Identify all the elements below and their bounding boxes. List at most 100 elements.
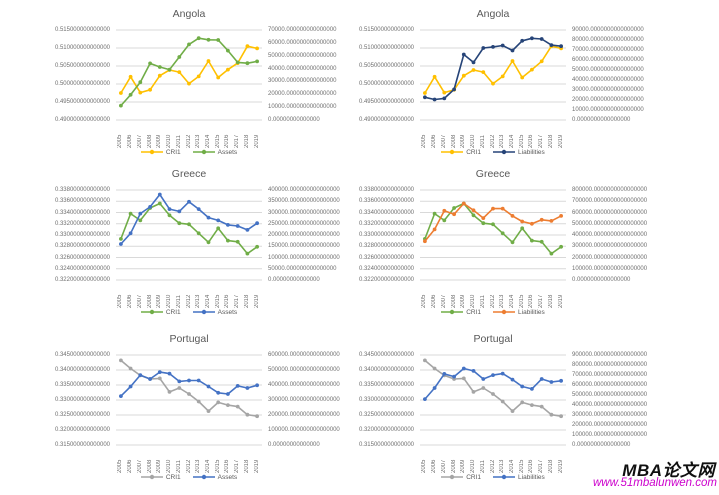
x-axis-tick-label: 2008 [450, 459, 457, 473]
data-point-marker [461, 52, 466, 57]
legend-item-cri1: CRI1 [140, 473, 181, 481]
chart-portugal-liabilities: Portugal 0.345000000000000 0.3400000000000… [312, 333, 662, 487]
data-point-marker [530, 36, 534, 41]
x-axis-tick-label: 2015 [518, 459, 525, 473]
data-point-marker [500, 231, 505, 236]
x-axis-tick-label: 2013 [195, 459, 202, 473]
data-point-marker [167, 207, 172, 211]
right-axis-tick-label: 150000.000000000000000 [268, 243, 340, 250]
plot-area [420, 29, 566, 121]
data-point-marker [235, 384, 240, 388]
chart-title: Portugal [473, 333, 513, 345]
right-axis-tick-label: 0.00000000000000 [268, 277, 320, 283]
data-point-marker [510, 214, 515, 218]
left-axis-tick-label: 0.515000000000000 [358, 27, 414, 33]
data-point-marker [452, 212, 456, 217]
data-point-marker [235, 239, 240, 244]
data-point-marker [138, 373, 143, 377]
x-axis-tick-label: 2019 [557, 294, 564, 308]
data-point-marker [255, 414, 259, 419]
data-point-marker [559, 378, 563, 383]
x-axis-tick-label: 2012 [185, 134, 192, 148]
data-point-marker [559, 44, 563, 49]
x-axis-tick-label: 2009 [156, 134, 163, 148]
data-point-marker [177, 55, 182, 59]
right-axis-tick-label: 400000.0000000000000000 [572, 232, 648, 238]
data-point-marker [119, 358, 123, 363]
chart-legend: CRI1 Liabilities [418, 473, 568, 481]
x-axis-tick-label: 2008 [450, 134, 457, 148]
legend-item-cri1: CRI1 [140, 148, 181, 156]
x-axis-tick-label: 2005 [117, 459, 124, 473]
chart-legend: CRI1 Assets [114, 473, 264, 481]
left-axis-tick-label: 0.315000000000000 [358, 442, 414, 448]
left-axis-tick-label: 0.515000000000000 [54, 27, 110, 33]
x-axis-tick-label: 2018 [547, 294, 554, 308]
x-axis-tick-label: 2010 [470, 134, 477, 148]
data-point-marker [461, 366, 466, 371]
data-point-marker [148, 205, 153, 209]
data-point-marker [530, 67, 534, 72]
x-axis-tick-label: 2019 [253, 294, 260, 308]
left-axis-tick-label: 0.330000000000000 [358, 232, 414, 238]
legend-label: Assets [217, 473, 238, 481]
x-axis-tick-label: 2009 [460, 459, 467, 473]
x-axis-tick-label: 2015 [518, 134, 525, 148]
x-axis-tick-label: 2007 [440, 459, 447, 473]
x-axis-tick-label: 2016 [528, 459, 535, 473]
series-line-cri1 [424, 45, 562, 94]
x-axis-tick-label: 2013 [499, 294, 506, 308]
data-point-marker [157, 73, 162, 78]
x-axis-tick-label: 2013 [499, 459, 506, 473]
data-point-marker [148, 87, 153, 92]
plot-area [116, 189, 262, 281]
right-axis-tick-label: 600000.0000000000000000 [572, 382, 648, 388]
x-axis-tick-label: 2014 [508, 459, 515, 473]
legend-item-cri1: CRI1 [140, 308, 181, 316]
data-point-marker [187, 222, 191, 227]
x-axis-tick-label: 2005 [117, 134, 124, 148]
x-axis-tick-label: 2019 [557, 134, 564, 148]
left-axis-tick-label: 0.330000000000000 [358, 397, 414, 403]
x-axis-tick-label: 2011 [479, 295, 486, 308]
left-axis-tick-label: 0.336000000000000 [54, 198, 110, 205]
left-axis-tick-label: 0.326000000000000 [358, 254, 414, 261]
data-point-marker [206, 409, 211, 413]
data-point-marker [187, 81, 191, 86]
data-point-marker [206, 240, 211, 245]
x-axis-tick-label: 2008 [146, 294, 153, 308]
data-point-marker [491, 206, 495, 211]
data-point-marker [539, 59, 544, 64]
data-point-marker [119, 103, 123, 108]
x-axis-tick-label: 2012 [489, 294, 496, 308]
data-point-marker [138, 211, 143, 216]
x-axis-tick-label: 2006 [127, 134, 134, 148]
legend-marker-icon [140, 474, 163, 480]
data-point-marker [187, 378, 191, 383]
data-point-marker [235, 224, 240, 228]
left-axis-tick-label: 0.324000000000000 [358, 265, 414, 272]
data-point-marker [491, 81, 495, 86]
data-point-marker [559, 244, 563, 249]
x-axis-tick-label: 2008 [146, 459, 153, 473]
legend-label: Assets [217, 148, 238, 156]
x-axis-tick-label: 2007 [440, 294, 447, 308]
left-axis-tick-label: 0.490000000000000 [358, 117, 414, 123]
legend-item-assets: Assets [192, 473, 238, 481]
data-point-marker [177, 209, 182, 214]
x-axis-tick-label: 2008 [450, 294, 457, 308]
x-axis-tick-label: 2016 [224, 294, 231, 308]
right-axis-tick-label: 0.00000000000000 [268, 117, 320, 123]
left-axis-tick-label: 0.505000000000000 [358, 63, 414, 69]
right-axis-tick-label: 700000.0000000000000000 [572, 198, 648, 205]
data-point-marker [138, 90, 143, 95]
right-axis-tick-label: 20000.000000000000000 [268, 91, 337, 98]
chart-title: Angola [172, 8, 206, 20]
right-axis-tick-label: 250000.000000000000000 [268, 220, 340, 227]
left-axis-tick-label: 0.336000000000000 [358, 198, 414, 205]
x-axis-tick-label: 2006 [431, 134, 438, 148]
data-point-marker [530, 403, 534, 407]
x-axis-tick-label: 2017 [538, 134, 545, 148]
watermark-url-link[interactable]: www.51mbalunwen.com [592, 477, 717, 489]
